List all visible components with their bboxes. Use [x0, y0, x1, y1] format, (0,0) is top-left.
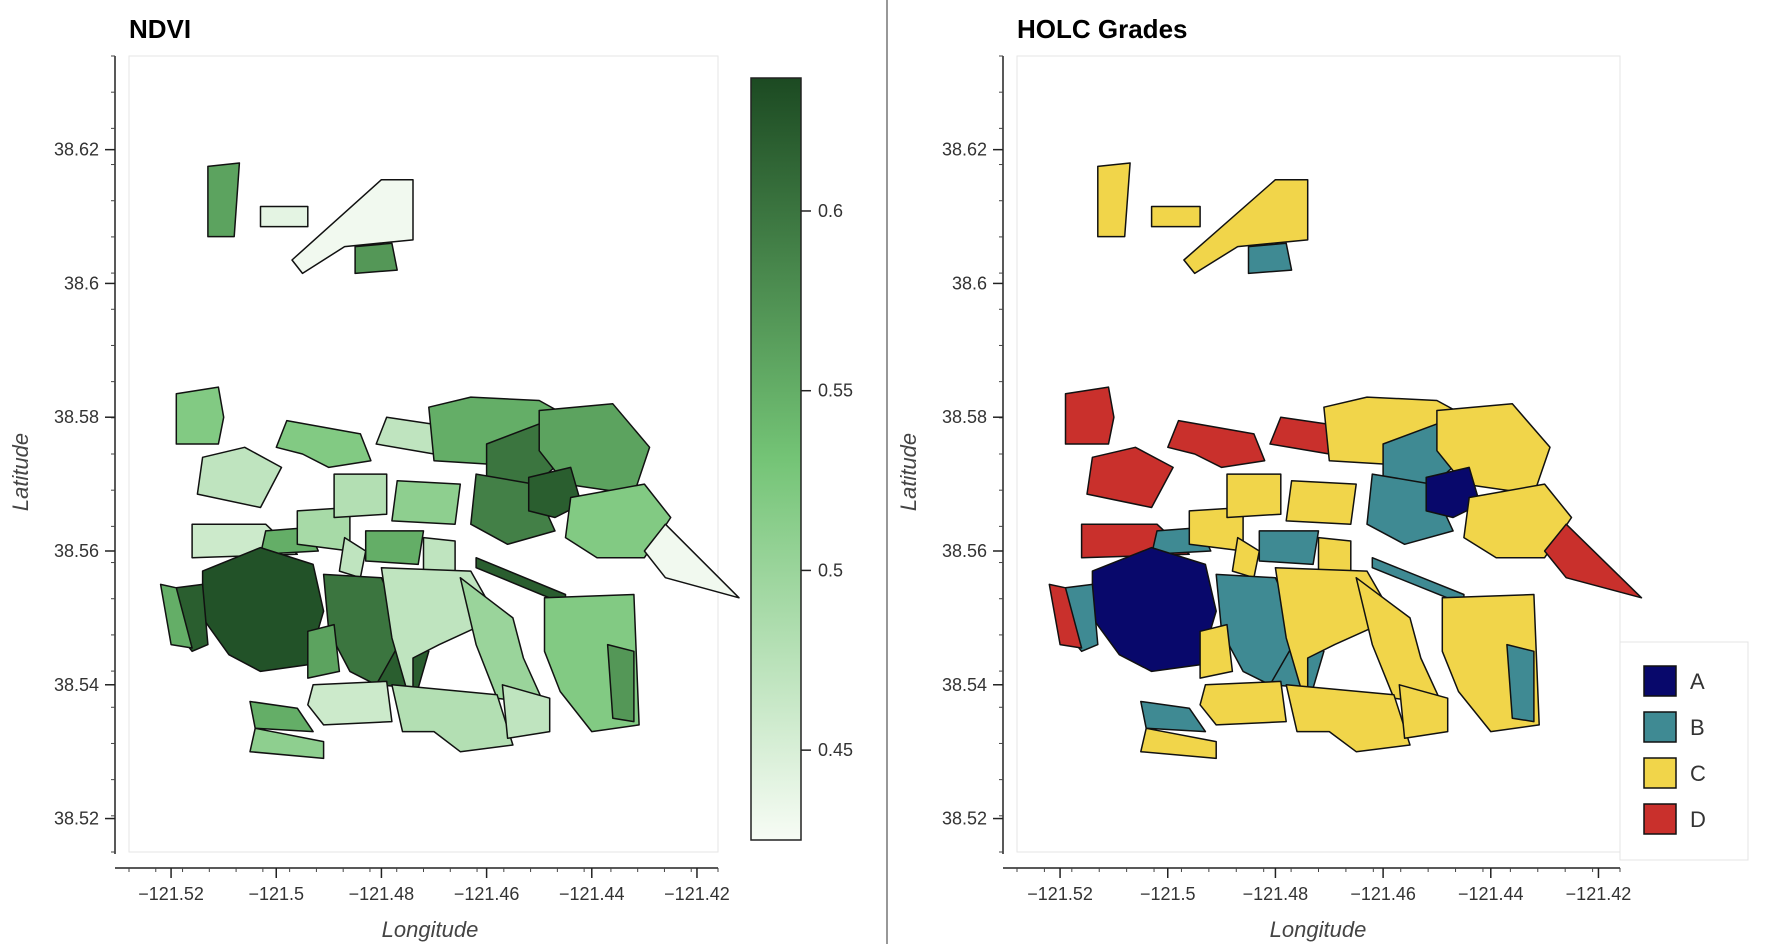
- district-14: [1258, 530, 1320, 566]
- district-14: [364, 530, 425, 566]
- district-4: [291, 178, 414, 275]
- ndvi-x-axis-label: Longitude: [382, 917, 479, 942]
- x-tick-label: −121.48: [1243, 884, 1309, 904]
- x-tick-label: −121.46: [1350, 884, 1416, 904]
- x-tick-label: −121.5: [248, 884, 304, 904]
- district-2: [1097, 162, 1131, 238]
- y-tick-label: 38.52: [942, 809, 987, 829]
- district-37: [249, 700, 314, 733]
- legend-swatch-d: [1643, 803, 1677, 835]
- legend-label-b: B: [1690, 715, 1705, 740]
- holc-axes: 38.52 38.54 38.56 38.58 38.6 38.62 −121.52 −121…: [942, 55, 1632, 904]
- colorbar-tick-label: 0.45: [818, 740, 853, 760]
- holc-y-axis-label: Latitude: [896, 433, 921, 511]
- x-tick-label: −121.42: [1566, 884, 1632, 904]
- ndvi-panel-title: NDVI: [129, 14, 191, 44]
- district-13: [1285, 480, 1357, 525]
- district-21: [527, 466, 583, 519]
- y-tick-label: 38.52: [54, 809, 99, 829]
- district-22: [564, 483, 672, 559]
- colorbar-tick-label: 0.6: [818, 201, 843, 221]
- district-3: [1150, 205, 1201, 228]
- district-5: [1247, 242, 1293, 275]
- district-31: [1199, 623, 1234, 679]
- legend-swatch-b: [1643, 711, 1677, 743]
- district-21: [1425, 466, 1481, 519]
- district-12: [333, 473, 388, 519]
- legend-label-a: A: [1690, 669, 1705, 694]
- ndvi-colorbar: 0.45 0.5 0.55 0.6: [750, 77, 853, 841]
- x-tick-label: −121.42: [664, 884, 730, 904]
- district-6: [275, 419, 372, 469]
- ndvi-districts: [159, 162, 740, 760]
- district-29: [159, 583, 193, 649]
- district-36: [307, 680, 393, 726]
- y-tick-label: 38.58: [54, 407, 99, 427]
- district-6: [1167, 419, 1266, 469]
- district-26: [606, 643, 635, 723]
- x-tick-label: −121.48: [349, 884, 415, 904]
- holc-districts: [1048, 162, 1643, 760]
- district-12: [1226, 473, 1282, 519]
- district-29: [1048, 583, 1083, 649]
- ndvi-axes: 38.52 38.54 38.56 38.58 38.6 38.62 −121.52 −121…: [54, 55, 730, 904]
- district-35: [391, 684, 514, 753]
- legend-box: [1619, 641, 1749, 861]
- district-8: [196, 446, 283, 509]
- holc-x-axis-label: Longitude: [1270, 917, 1367, 942]
- district-37: [1140, 700, 1207, 733]
- district-23: [643, 523, 740, 599]
- holc-panel: HOLC Grades 38.52 38.54 38.56 38.58 38.6 38.6…: [896, 14, 1749, 942]
- district-2: [207, 162, 241, 238]
- y-tick-label: 38.62: [942, 140, 987, 160]
- x-tick-label: −121.44: [1458, 884, 1524, 904]
- legend-swatch-a: [1643, 665, 1677, 697]
- colorbar-tick-label: 0.5: [818, 560, 843, 580]
- ndvi-panel: NDVI 38.52 38.54 38.56 38.58 38.6 38.62 −121.5…: [8, 14, 853, 942]
- legend-label-c: C: [1690, 761, 1706, 786]
- y-tick-label: 38.62: [54, 140, 99, 160]
- x-tick-label: −121.44: [559, 884, 625, 904]
- x-tick-label: −121.5: [1140, 884, 1196, 904]
- y-tick-label: 38.54: [54, 675, 99, 695]
- ndvi-y-axis-label: Latitude: [8, 433, 33, 511]
- holc-panel-title: HOLC Grades: [1017, 14, 1188, 44]
- y-tick-label: 38.54: [942, 675, 987, 695]
- colorbar-gradient: [750, 77, 802, 841]
- y-tick-label: 38.56: [942, 541, 987, 561]
- y-tick-label: 38.56: [54, 541, 99, 561]
- district-3: [259, 205, 309, 228]
- y-tick-label: 38.58: [942, 407, 987, 427]
- district-23: [1543, 523, 1643, 599]
- district-31: [307, 623, 341, 679]
- x-tick-label: −121.52: [138, 884, 204, 904]
- x-tick-label: −121.46: [454, 884, 520, 904]
- district-13: [391, 480, 462, 525]
- y-tick-label: 38.6: [64, 273, 99, 293]
- district-39: [501, 684, 551, 740]
- district-38: [1140, 727, 1217, 760]
- district-1: [175, 386, 225, 445]
- district-36: [1199, 680, 1287, 726]
- district-35: [1285, 684, 1411, 753]
- legend-swatch-c: [1643, 757, 1677, 789]
- district-4: [1183, 178, 1309, 275]
- district-1: [1064, 386, 1115, 445]
- x-tick-label: −121.52: [1027, 884, 1093, 904]
- district-38: [249, 727, 325, 760]
- district-5: [354, 242, 398, 275]
- district-39: [1398, 684, 1449, 740]
- legend-label-d: D: [1690, 807, 1706, 832]
- colorbar-tick-label: 0.55: [818, 381, 853, 401]
- district-26: [1506, 643, 1535, 723]
- colorbar-ticks: 0.45 0.5 0.55 0.6: [801, 201, 853, 760]
- y-tick-label: 38.6: [952, 273, 987, 293]
- district-22: [1463, 483, 1573, 559]
- district-8: [1086, 446, 1174, 509]
